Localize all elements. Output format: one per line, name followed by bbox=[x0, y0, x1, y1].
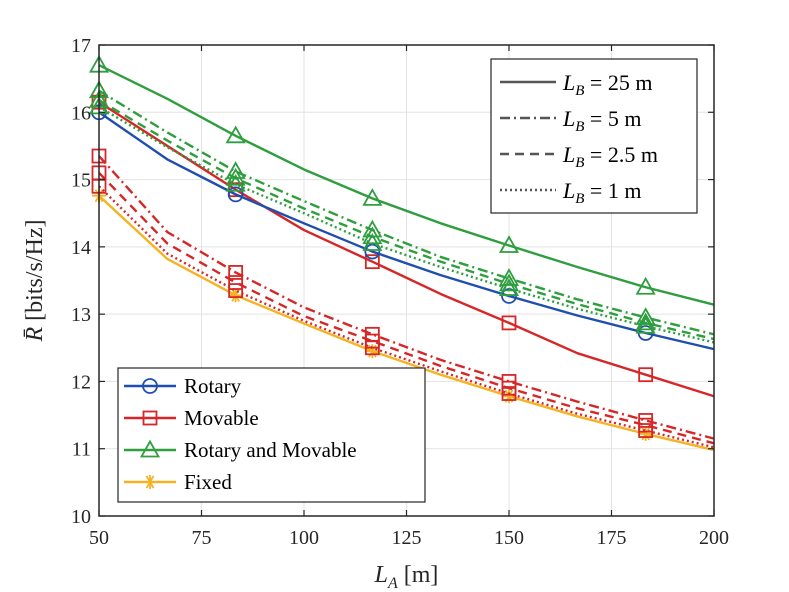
data-point bbox=[364, 254, 380, 270]
legend-method-marker bbox=[139, 439, 161, 458]
y-tick-label: 12 bbox=[71, 371, 91, 393]
legend-style-var: L bbox=[562, 142, 575, 167]
legend-style-sub: B bbox=[575, 191, 584, 207]
data-point bbox=[635, 276, 656, 295]
legend-style-var: L bbox=[562, 106, 575, 131]
data-point bbox=[638, 367, 654, 383]
series-rotary-movable-lb-1 bbox=[88, 96, 715, 344]
data-point bbox=[364, 340, 380, 356]
x-tick-label: 150 bbox=[494, 527, 524, 549]
legend-style-value: = 25 m bbox=[584, 70, 652, 95]
data-point bbox=[635, 312, 656, 331]
legend-style-value: = 5 m bbox=[584, 106, 641, 131]
series-line bbox=[98, 194, 715, 452]
legend-style-sub: B bbox=[575, 155, 584, 171]
series-line bbox=[98, 99, 715, 341]
x-axis-title-unit: [m] bbox=[398, 562, 439, 588]
legend-style-label: LB = 5 m bbox=[562, 106, 641, 135]
data-point bbox=[498, 278, 520, 296]
legend-methods: Rotary Movable Rotary and Movable Fixed bbox=[117, 367, 426, 503]
data-point bbox=[225, 167, 246, 186]
x-tick-label: 125 bbox=[392, 527, 422, 549]
y-tick-label: 13 bbox=[71, 304, 91, 326]
legend-style-var: L bbox=[562, 70, 575, 95]
y-axis-title-unit: [bits/s/Hz] bbox=[22, 220, 48, 327]
data-point bbox=[228, 283, 244, 298]
legend-method-marker bbox=[142, 410, 158, 426]
x-tick-label: 50 bbox=[89, 527, 109, 549]
y-tick-label: 11 bbox=[72, 439, 91, 461]
legend-style-label: LB = 2.5 m bbox=[562, 142, 658, 171]
data-point bbox=[225, 173, 246, 192]
y-tick-label: 17 bbox=[71, 35, 91, 57]
legend-line-styles: LB = 25 mLB = 5 mLB = 2.5 mLB = 1 m bbox=[490, 58, 698, 214]
data-point bbox=[501, 315, 517, 331]
x-tick-label: 200 bbox=[699, 527, 729, 549]
axis-titles: LA [m] R̄ [bits/s/Hz] bbox=[22, 220, 438, 592]
legend-style-var: L bbox=[562, 178, 575, 203]
series-line bbox=[98, 101, 715, 398]
series-line bbox=[98, 64, 715, 306]
legend-method-marker bbox=[143, 475, 157, 489]
legend-method-label: Rotary bbox=[184, 374, 242, 398]
data-point bbox=[498, 235, 520, 253]
legend-method-label: Rotary and Movable bbox=[184, 438, 357, 462]
legend-style-label: LB = 25 m bbox=[562, 70, 652, 99]
legend-method-label: Fixed bbox=[184, 470, 232, 494]
data-point bbox=[498, 273, 520, 292]
legend-style-sub: B bbox=[575, 119, 584, 135]
x-tick-label: 100 bbox=[289, 527, 319, 549]
data-point bbox=[362, 233, 383, 251]
x-axis-title: LA [m] bbox=[374, 562, 439, 592]
data-point bbox=[228, 265, 244, 280]
series-line bbox=[98, 89, 715, 336]
data-point bbox=[362, 188, 383, 206]
y-tick-label: 10 bbox=[71, 506, 91, 528]
axis-ticks: 50 75 100 125 150 175 200 10 11 12 13 14 15 16 17 bbox=[71, 35, 729, 549]
legend-methods-box bbox=[117, 367, 426, 503]
data-point bbox=[228, 275, 244, 290]
legend-style-value: = 2.5 m bbox=[584, 142, 658, 167]
data-point bbox=[638, 423, 654, 438]
data-point bbox=[635, 315, 656, 334]
legend-method-marker bbox=[142, 378, 158, 394]
legend-style-label: LB = 1 m bbox=[562, 178, 641, 207]
y-axis-title-var: R̄ bbox=[22, 327, 48, 343]
x-axis-title-sub: A bbox=[387, 575, 398, 592]
legend-method-label: Movable bbox=[184, 406, 259, 430]
data-point bbox=[501, 386, 517, 401]
x-tick-label: 175 bbox=[597, 527, 627, 549]
legend-style-sub: B bbox=[575, 83, 584, 99]
x-tick-label: 75 bbox=[192, 527, 212, 549]
y-axis-title: R̄ [bits/s/Hz] bbox=[22, 220, 48, 343]
legend-styles-box bbox=[490, 58, 698, 214]
legend-style-value: = 1 m bbox=[584, 178, 641, 203]
data-point bbox=[227, 186, 244, 203]
series-line bbox=[98, 105, 715, 344]
y-tick-label: 16 bbox=[71, 102, 91, 124]
series-line bbox=[98, 111, 715, 351]
y-tick-label: 15 bbox=[71, 170, 91, 192]
series-line bbox=[98, 172, 715, 445]
series-line bbox=[98, 155, 715, 440]
y-tick-label: 14 bbox=[71, 237, 91, 259]
x-axis-title-var: L bbox=[374, 562, 388, 588]
data-point bbox=[225, 125, 246, 144]
